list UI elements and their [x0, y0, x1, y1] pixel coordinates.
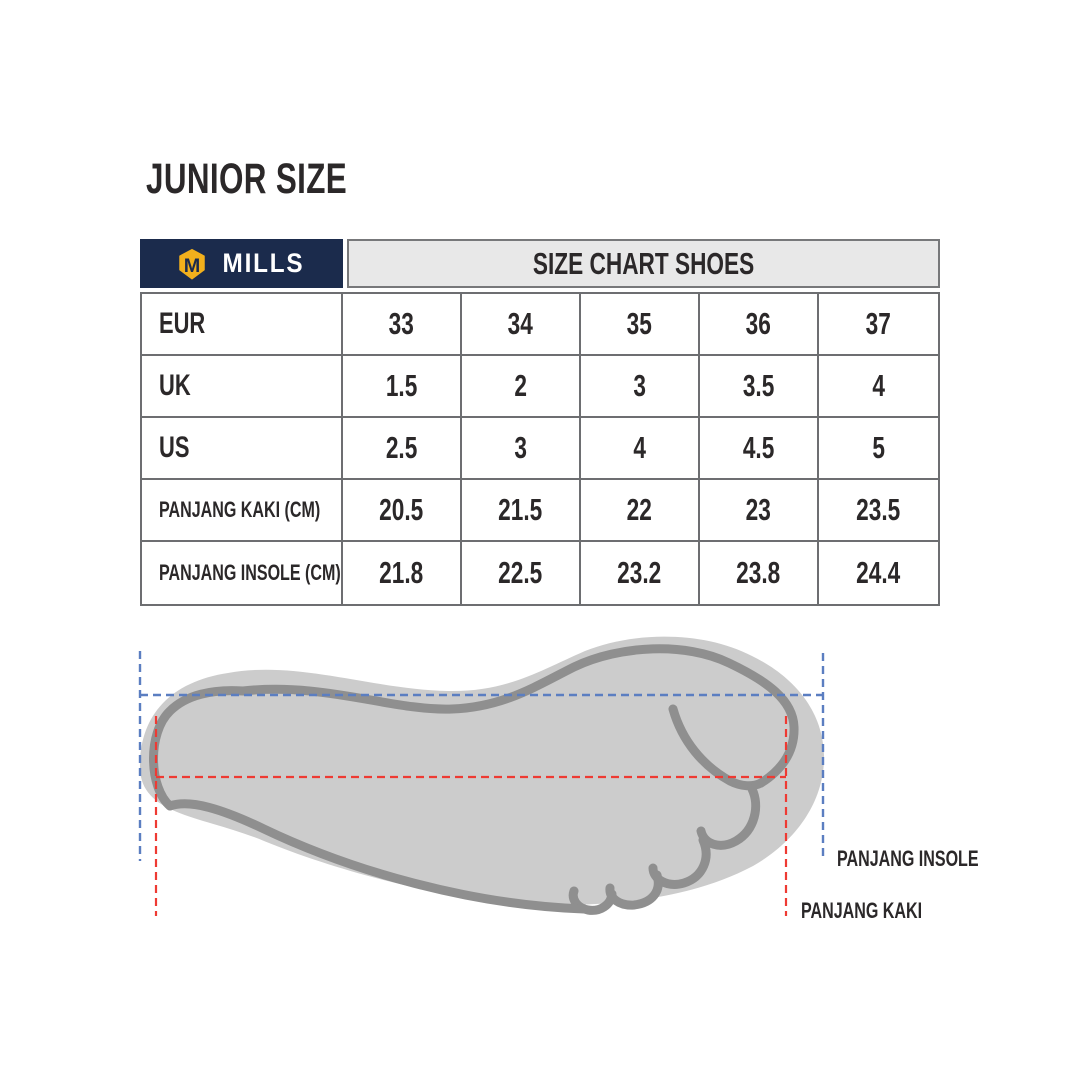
cell-uk-1: 2 — [462, 356, 581, 418]
cell-kaki-0: 20.5 — [343, 480, 462, 542]
page-title: JUNIOR SIZE — [146, 155, 422, 204]
cell-kaki-3: 23 — [700, 480, 819, 542]
row-label-panjang-kaki: PANJANG KAKI (CM) — [142, 480, 343, 542]
cell-insole-2: 23.2 — [581, 542, 700, 604]
size-table: EUR 33 34 35 36 37 UK 1.5 2 3 3.5 4 US 2… — [140, 292, 940, 606]
cell-uk-3: 3.5 — [700, 356, 819, 418]
foot-length-label: PANJANG KAKI — [801, 898, 923, 923]
foot-outline — [149, 644, 799, 915]
size-table-header: M MILLS SIZE CHART SHOES — [140, 239, 940, 288]
insole-shape — [139, 636, 825, 906]
kaki-measure-lines — [154, 716, 788, 916]
brand-name: MILLS — [222, 248, 304, 278]
cell-kaki-4: 23.5 — [819, 480, 938, 542]
row-label-eur: EUR — [142, 294, 343, 356]
cell-eur-0: 33 — [343, 294, 462, 356]
cell-us-4: 5 — [819, 418, 938, 480]
insole-measure-lines — [138, 651, 825, 861]
row-label-panjang-insole: PANJANG INSOLE (CM) — [142, 542, 343, 604]
chart-title-text: SIZE CHART SHOES — [532, 245, 755, 281]
cell-uk-0: 1.5 — [343, 356, 462, 418]
svg-text:M: M — [183, 255, 200, 277]
cell-kaki-1: 21.5 — [462, 480, 581, 542]
chart-title-cell: SIZE CHART SHOES — [347, 239, 940, 288]
cell-eur-1: 34 — [462, 294, 581, 356]
header-divider — [343, 239, 347, 288]
cell-eur-3: 36 — [700, 294, 819, 356]
cell-insole-1: 22.5 — [462, 542, 581, 604]
cell-kaki-2: 22 — [581, 480, 700, 542]
cell-uk-4: 4 — [819, 356, 938, 418]
cell-eur-4: 37 — [819, 294, 938, 356]
row-label-us: US — [142, 418, 343, 480]
cell-us-1: 3 — [462, 418, 581, 480]
brand-cell: M MILLS — [140, 239, 343, 288]
cell-insole-0: 21.8 — [343, 542, 462, 604]
cell-us-0: 2.5 — [343, 418, 462, 480]
cell-insole-3: 23.8 — [700, 542, 819, 604]
cell-uk-2: 3 — [581, 356, 700, 418]
cell-us-2: 4 — [581, 418, 700, 480]
insole-length-label: PANJANG INSOLE — [837, 846, 979, 871]
cell-insole-4: 24.4 — [856, 555, 901, 590]
page-title-text: JUNIOR SIZE — [146, 155, 348, 203]
cell-eur-2: 35 — [581, 294, 700, 356]
row-label-uk: UK — [142, 356, 343, 418]
mills-helmet-icon: M — [178, 248, 205, 280]
cell-us-3: 4.5 — [700, 418, 819, 480]
